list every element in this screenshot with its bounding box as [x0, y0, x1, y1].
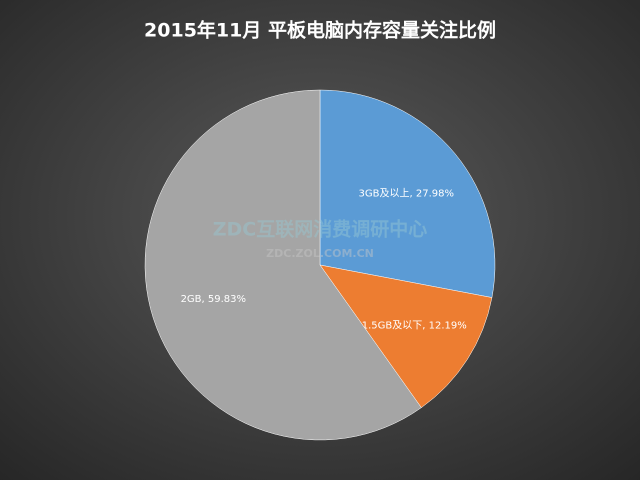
data-label: 1.5GB及以下, 12.19% — [362, 319, 467, 331]
pie-slice — [144, 89, 422, 441]
chart-title: 2015年11月 平板电脑内存容量关注比例 — [144, 19, 496, 42]
data-label: 2GB, 59.83% — [181, 294, 246, 305]
pie-slice — [319, 264, 493, 409]
watermark-url: ZDC.ZOL.COM.CN — [266, 247, 374, 260]
pie: 3GB及以上, 27.98% 1.5GB及以下, 12.19% 2GB, 59.83… — [144, 89, 496, 441]
data-label: 3GB及以上, 27.98% — [359, 188, 454, 200]
watermark: ZDC互联网消费调研中心 — [213, 218, 428, 241]
pie-slice — [319, 89, 496, 298]
